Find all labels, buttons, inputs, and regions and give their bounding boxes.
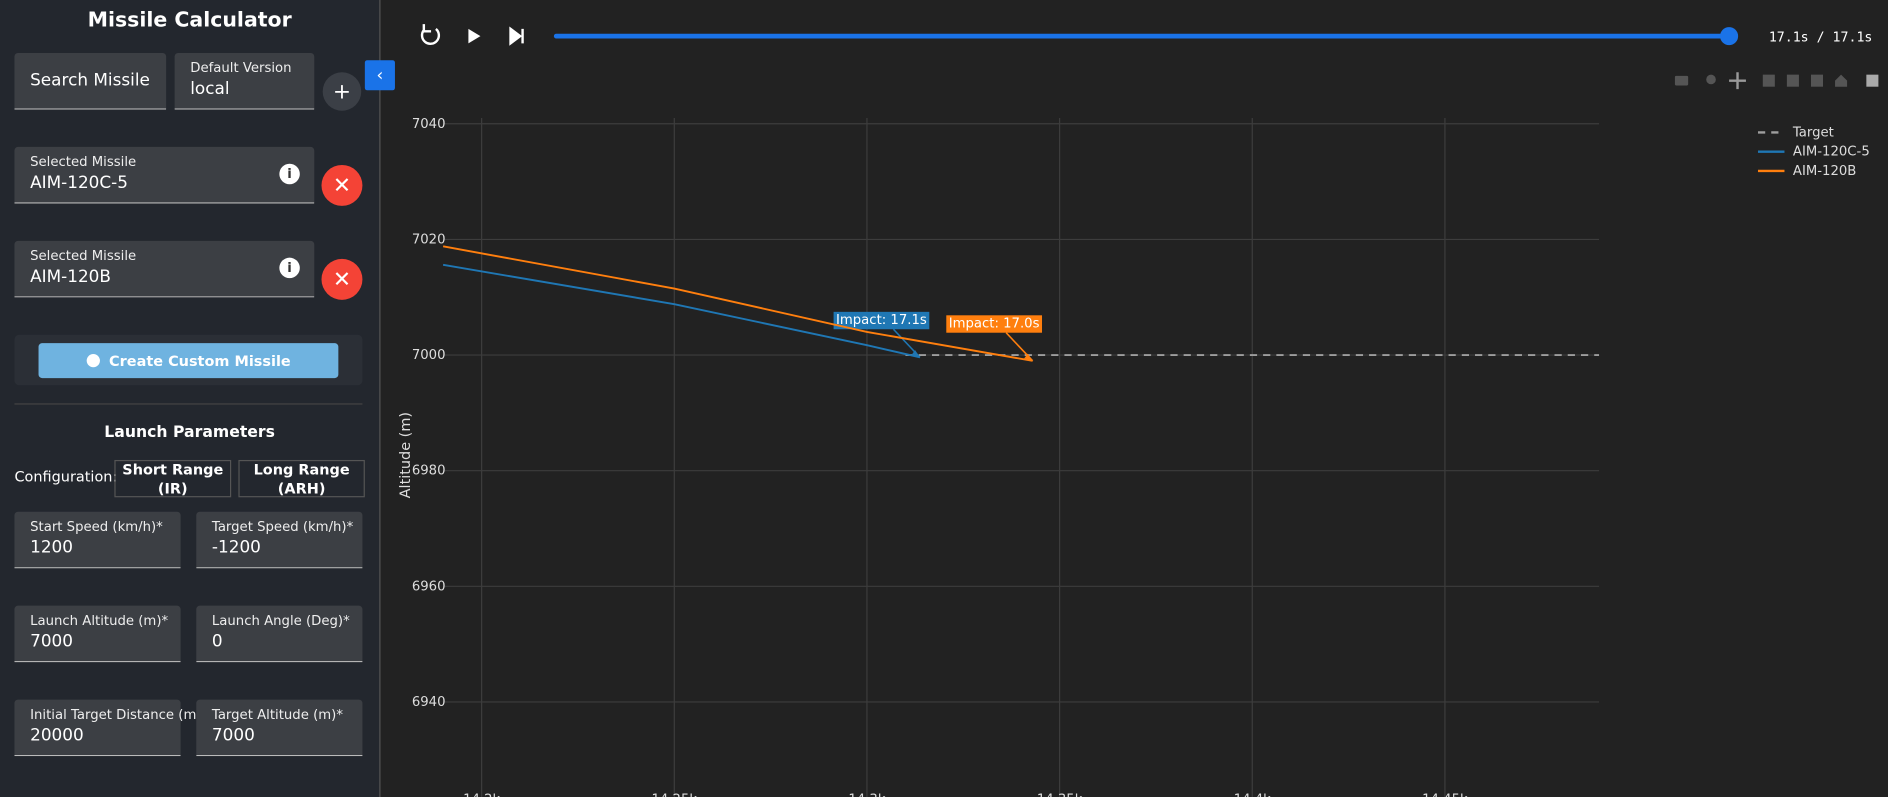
y-tick-label: 7020: [412, 232, 446, 247]
version-value: local: [190, 79, 230, 99]
field-label: Target Altitude (m)*: [211, 706, 343, 723]
divider: [14, 403, 363, 405]
x-tick-label: 14.35k: [1037, 793, 1083, 797]
progress-knob[interactable]: [1720, 27, 1739, 46]
field-value: 7000: [30, 632, 74, 652]
y-tick-label: 6980: [412, 464, 446, 479]
annotation: Impact: 17.1s: [833, 311, 930, 358]
info-icon[interactable]: i: [279, 257, 300, 279]
legend-label: AIM-120C-5: [1793, 145, 1870, 160]
time-label: 17.1s / 17.1s: [1769, 30, 1873, 45]
input-field[interactable]: Target Altitude (m)* 7000: [196, 699, 363, 757]
search-box[interactable]: Search Missile: [14, 52, 167, 110]
sidebar: Missile Calculator Search Missile Defaul…: [0, 0, 395, 797]
field-label: Initial Target Distance (m): [30, 706, 202, 723]
config-button[interactable]: Long Range (ARH): [238, 459, 365, 498]
create-button[interactable]: Create Custom Missile: [38, 343, 339, 379]
app-title: Missile Calculator: [87, 8, 292, 33]
annotation-arrowhead: [911, 350, 920, 358]
field-label: Launch Angle (Deg)*: [211, 612, 350, 629]
add-button[interactable]: +: [322, 72, 362, 111]
play-icon[interactable]: [468, 28, 481, 44]
legend-label: AIM-120B: [1793, 164, 1857, 179]
x-tick-label: 14.3k: [848, 793, 885, 797]
x-tick-label: 14.25k: [652, 793, 698, 797]
home-icon[interactable]: [1835, 74, 1848, 87]
y-tick-label: 6960: [412, 579, 446, 594]
field-label: Target Speed (km/h)*: [211, 518, 354, 535]
x-tick-label: 14.45k: [1422, 793, 1468, 797]
y-tick-label: 6940: [412, 695, 446, 710]
selected-label: Selected Missile: [30, 154, 137, 170]
annotation-box: [946, 315, 1043, 333]
logo-icon[interactable]: [1866, 74, 1879, 87]
selected-missile[interactable]: Selected Missile AIM-120B i: [14, 240, 315, 298]
series-line: [442, 245, 1033, 362]
reset-icon[interactable]: [420, 24, 441, 45]
field-value: 1200: [30, 538, 74, 558]
remove-button[interactable]: ✕: [321, 164, 363, 206]
collapse-button[interactable]: ‹: [364, 60, 395, 91]
pan-icon[interactable]: [1729, 72, 1746, 90]
camera-icon[interactable]: [1674, 75, 1689, 86]
field-label: Launch Altitude (m)*: [30, 612, 169, 629]
annotation-text: Impact: 17.1s: [836, 313, 927, 328]
field-value: 7000: [211, 726, 255, 746]
search-label: Search Missile: [30, 71, 150, 91]
zoom-out-icon[interactable]: [1786, 74, 1799, 87]
input-field[interactable]: Initial Target Distance (m) 20000: [14, 699, 202, 757]
section-title: Launch Parameters: [104, 423, 275, 442]
annotation: Impact: 17.0s: [946, 315, 1043, 362]
selected-value: AIM-120B: [30, 267, 111, 287]
x-tick-label: 14.4k: [1234, 793, 1271, 797]
y-axis-title: Altitude (m): [398, 412, 414, 498]
remove-button[interactable]: ✕: [321, 258, 363, 300]
legend-label: Target: [1792, 125, 1834, 140]
annotation-box: [833, 311, 930, 330]
autoscale-icon[interactable]: [1810, 74, 1824, 87]
zoom-in-icon[interactable]: [1762, 74, 1775, 87]
input-field[interactable]: Launch Altitude (m)* 7000: [14, 605, 181, 663]
input-field[interactable]: Launch Angle (Deg)* 0: [196, 605, 363, 663]
field-value: 0: [211, 632, 223, 652]
version-label: Default Version: [190, 60, 292, 76]
config-label: Configuration:: [14, 468, 118, 486]
config-button[interactable]: Short Range (IR): [114, 459, 232, 498]
input-field[interactable]: Target Speed (km/h)* -1200: [196, 511, 363, 569]
info-icon[interactable]: i: [279, 163, 300, 185]
version-select[interactable]: Default Version local: [174, 52, 315, 110]
zoom-icon[interactable]: [1706, 74, 1716, 85]
field-value: -1200: [211, 538, 261, 558]
input-field[interactable]: Start Speed (km/h)* 1200: [14, 511, 181, 569]
x-tick-label: 14.2k: [463, 793, 500, 797]
skip-icon[interactable]: [509, 26, 524, 46]
y-tick-label: 7040: [412, 117, 446, 132]
y-tick-label: 7000: [412, 348, 446, 363]
create-label: Create Custom Missile: [109, 352, 291, 370]
toolbar: [1674, 72, 1879, 90]
selected-label: Selected Missile: [30, 248, 137, 264]
series-line: [442, 263, 921, 359]
annotation-text: Impact: 17.0s: [949, 317, 1040, 332]
selected-value: AIM-120C-5: [30, 173, 128, 193]
annotation-arrowhead: [1024, 353, 1033, 361]
field-value: 20000: [30, 726, 84, 746]
field-label: Start Speed (km/h)*: [30, 518, 163, 535]
selected-missile[interactable]: Selected Missile AIM-120C-5 i: [14, 146, 315, 204]
